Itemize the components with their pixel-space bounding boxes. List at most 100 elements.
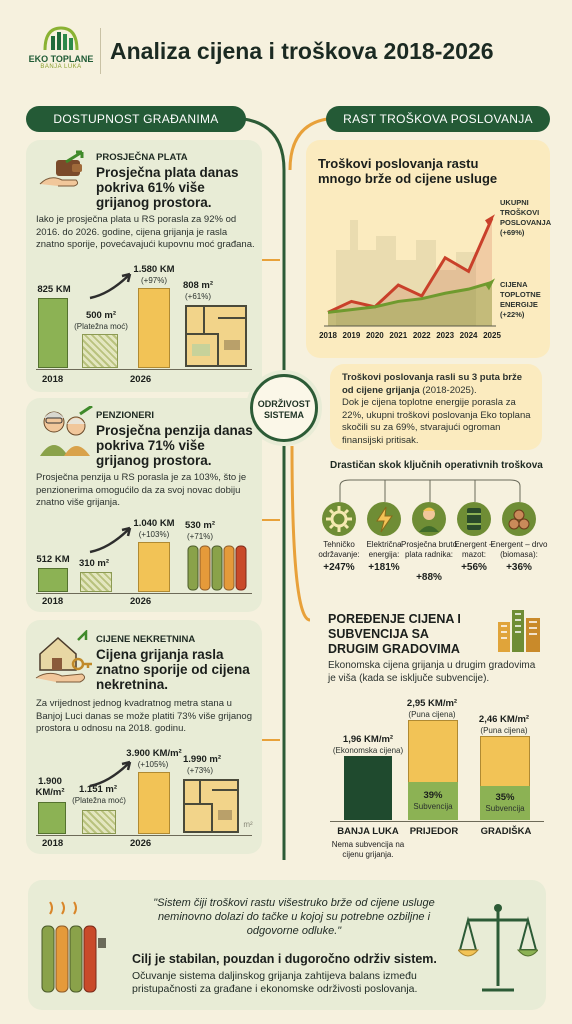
- city-gradiska: GRADIŠKA: [480, 826, 532, 837]
- gradiska-subsidy-label: Subvencija: [485, 804, 525, 813]
- realestate-2018-value: 1.900 KM/m²: [35, 776, 65, 798]
- logo-name: EKO TOPLANE: [28, 54, 94, 64]
- header: EKO TOPLANE BANJA LUKA Analiza cijena i …: [0, 0, 572, 96]
- salary-2026-value: 1.580 KM: [133, 264, 175, 275]
- radiator-icon: [186, 542, 252, 592]
- banner-cost-growth: RAST TROŠKOVA POSLOVANJA: [326, 106, 550, 132]
- card-costs-summary: Troškovi poslovanja rasli su 3 puta brže…: [330, 364, 542, 450]
- salary-2018-value: 825 KM: [37, 284, 71, 295]
- logo-subtitle: BANJA LUKA: [40, 64, 82, 70]
- comparison-text: Ekonomska cijena grijanja u drugim grado…: [328, 660, 536, 684]
- driver-pct: +36%: [506, 562, 532, 573]
- logo-building-icon: [41, 22, 81, 52]
- x-tick-label: 2019: [343, 331, 361, 340]
- driver-pct: +88%: [416, 572, 442, 583]
- header-divider: [100, 28, 101, 74]
- salary-year-2018: 2018: [42, 374, 64, 385]
- prijedor-subsidy-label: Subvencija: [413, 802, 453, 811]
- x-tick-label: 2024: [460, 331, 478, 340]
- worker-icon: [412, 502, 446, 536]
- banjaluka-subsidy-note: Nema subvencija na cijenu grijanja.: [331, 840, 405, 859]
- costs-line-chart: 2018 2019 2020 2021 2022 2023 2024 2025: [319, 214, 501, 340]
- costs-summary-bold: Troškovi poslovanja rasli su 3 puta brže…: [342, 372, 523, 396]
- costs-summary-text: Troškovi poslovanja rasli su 3 puta brže…: [342, 372, 534, 447]
- label-total-costs: UKUPNI TROŠKOVI POSLOVANJA: [500, 198, 552, 227]
- pension-2026-pct: (+103%): [138, 530, 170, 539]
- growth-arrow-icon: [89, 760, 132, 788]
- label-heat-price-pct: (+22%): [500, 310, 525, 319]
- costs-summary-period: (2018-2025).: [419, 384, 477, 396]
- driver-label: Električna energija:: [366, 540, 402, 559]
- growth-arrow-icon: [89, 526, 132, 554]
- driver-pct: +247%: [323, 562, 355, 573]
- pension-2026-space-pct: (+71%): [186, 532, 213, 541]
- label-total-costs-pct: (+69%): [500, 228, 525, 237]
- pension-headline: Prosječna penzija danas pokriva 71% više…: [96, 423, 253, 468]
- prijedor-value: 2,95 KM/m²: [406, 698, 458, 709]
- salary-2026-pct: (+97%): [140, 276, 167, 285]
- x-tick-label: 2018: [319, 331, 337, 340]
- x-tick-label: 2025: [483, 331, 501, 340]
- realestate-2018-space: 1.151 m²: [78, 784, 118, 795]
- driver-label: Energent – drvo (biomasa):: [490, 540, 548, 559]
- pension-year-2026: 2026: [130, 596, 152, 607]
- label-heat-price: CIJENA TOPLOTNE ENERGIJE: [500, 280, 541, 309]
- conclusion-text: Očuvanje sistema daljinskog grijanja zah…: [132, 970, 418, 995]
- realestate-text: Za vrijednost jednog kvadratnog metra st…: [36, 698, 252, 734]
- realestate-2026-pct: (+105%): [137, 760, 169, 769]
- salary-2026-space-pct: (+61%): [184, 292, 211, 301]
- salary-2026-bar: [138, 288, 170, 368]
- banner-accessibility: DOSTUPNOST GRAĐANIMA: [26, 106, 246, 132]
- driver-label: Tehničko održavanje:: [318, 540, 360, 559]
- realestate-year-2018: 2018: [42, 838, 64, 849]
- salary-2018-space: 500 m²: [85, 310, 117, 321]
- oil-barrel-icon: [457, 502, 491, 536]
- card-salary: PROSJEČNA PLATA Prosječna plata danas po…: [26, 140, 262, 392]
- gradiska-subsidy: 35%: [495, 792, 515, 803]
- balance-scale-icon: [456, 898, 540, 998]
- series-line-0: [327, 217, 494, 314]
- realestate-headline: Cijena grijanja rasla znatno sporije od …: [96, 647, 250, 692]
- conclusion-headline: Cilj je stabilan, pouzdan i dugoročno od…: [132, 952, 437, 966]
- realestate-2026-bar: [138, 772, 170, 834]
- pension-kicker: PENZIONERI: [96, 410, 155, 421]
- logo: EKO TOPLANE BANJA LUKA: [26, 22, 96, 78]
- realestate-kicker: CIJENE NEKRETNINA: [96, 634, 196, 645]
- card-pension: PENZIONERI Prosječna penzija danas pokri…: [26, 398, 262, 612]
- driver-pct: +181%: [368, 562, 400, 573]
- realestate-unit-mark: m²: [243, 820, 253, 829]
- pension-text: Prosječna penzija u RS porasla je za 103…: [36, 472, 247, 508]
- series-line-1: [327, 280, 493, 314]
- series-arrow-0: [485, 214, 495, 227]
- gradiska-note: (Puna cijena): [480, 726, 528, 735]
- costs-chart-title: Troškovi poslovanja rastu mnogo brže od …: [318, 156, 498, 186]
- pension-axis: [36, 593, 252, 594]
- growth-arrow-icon: [89, 272, 132, 300]
- city-banjaluka: BANJA LUKA: [337, 826, 399, 837]
- realestate-2018-bar: [38, 802, 66, 834]
- realestate-2018-space-note: (Platežna moć): [72, 796, 126, 805]
- pension-2018-value: 512 KM: [36, 554, 70, 565]
- firewood-icon: [502, 502, 536, 536]
- gradiska-subsidy-bar: [480, 786, 530, 820]
- pension-2018-space: 310 m²: [78, 558, 110, 569]
- banjaluka-value: 1,96 KM/m²: [342, 734, 394, 745]
- factory-silhouette: [336, 220, 476, 326]
- realestate-axis: [36, 835, 252, 836]
- realestate-2026-value: 3.900 KM/m²: [126, 748, 182, 759]
- pensioners-icon: [36, 404, 94, 456]
- realestate-2026-space-pct: (+73%): [186, 766, 213, 775]
- gradiska-value: 2,46 KM/m²: [478, 714, 530, 725]
- salary-2018-space-bar: [82, 334, 118, 368]
- x-tick-label: 2020: [366, 331, 384, 340]
- card-costs-chart: Troškovi poslovanja rastu mnogo brže od …: [306, 140, 552, 358]
- salary-text: Iako je prosječna plata u RS porasla za …: [36, 214, 255, 250]
- drivers-connector: [339, 479, 521, 502]
- lightning-icon: [367, 502, 401, 536]
- driver-label: Energent – mazot:: [454, 540, 494, 559]
- salary-2018-space-note: (Platežna moć): [74, 322, 128, 331]
- driver-label: Prosječna bruto plata radnika:: [400, 540, 458, 559]
- comparison-axis: [330, 821, 544, 822]
- pension-2026-bar: [138, 542, 170, 592]
- comparison-title: POREĐENJE CIJENA I SUBVENCIJA SA DRUGIM …: [328, 612, 461, 656]
